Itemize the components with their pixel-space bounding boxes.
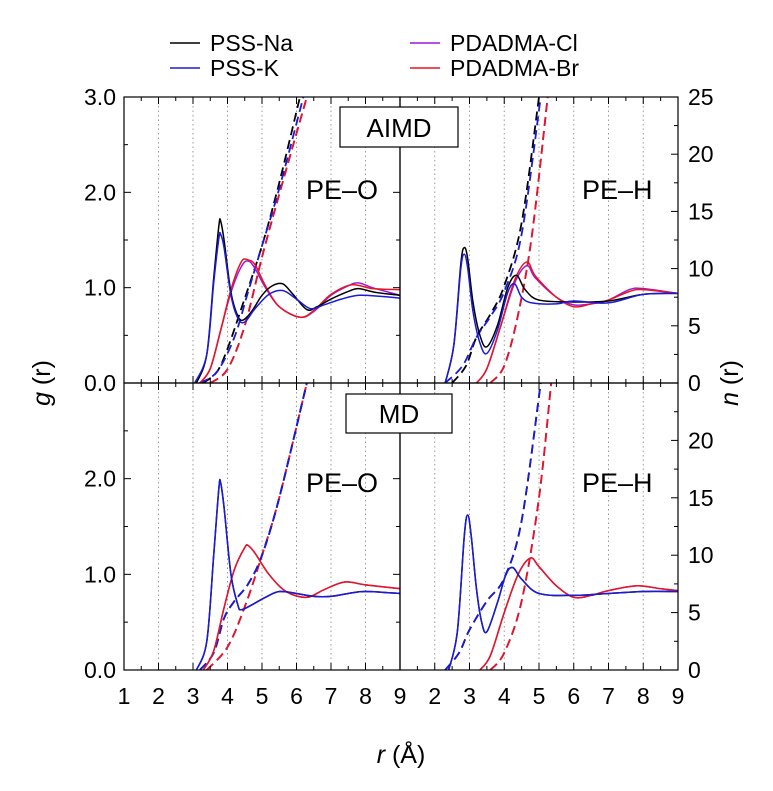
n-curve-pss-k [444,383,542,670]
g-curve-pdadma-br [479,557,678,670]
y-left-var: g [28,392,56,406]
n-curve-pdadma-br [206,383,308,670]
n-tick-label: 15 [688,485,714,511]
n-tick-label: 15 [688,198,714,224]
g-curve-pdadma-br [199,258,400,383]
panel-0-curves [194,97,400,383]
x-tick-label: 1 [118,683,131,709]
g-curve-pdadma-cl [199,260,400,383]
x-tick-label: 2 [428,683,441,709]
x-unit: (Å) [392,739,425,769]
n-curve-pss-k [199,383,308,670]
x-tick-label: 4 [498,683,511,709]
panel-2-curves [195,383,400,670]
n-curve-pss-k [444,97,542,383]
g-curve-pss-k [444,253,678,383]
n-curve-pss-na [444,383,542,670]
aimd-box [339,106,459,148]
x-tick-label: 4 [221,683,234,709]
g-curve-pdadma-br [202,543,400,670]
x-tick-label: 3 [463,683,476,709]
x-tick-label: 6 [567,683,580,709]
n-tick-label: 5 [688,600,701,626]
x-tick-label: 6 [290,683,303,709]
n-tick-label: 5 [688,313,701,339]
legend-label-pdadma-br: PDADMA-Br [450,55,579,81]
g-curve-pss-na [195,478,400,670]
n-tick-label: 0 [688,657,701,683]
x-axis-label: r (Å) [377,739,426,769]
x-tick-label: 7 [325,683,338,709]
g-curve-pss-na [447,514,678,670]
x-tick-label: 5 [533,683,546,709]
panel-3-curves [444,383,678,670]
g-tick-label: 3.0 [84,84,116,110]
n-curve-pdadma-br [489,383,553,670]
x-tick-label: 8 [637,683,650,709]
aimd-label: AIMD [367,113,432,143]
x-tick-label: 9 [672,683,685,709]
g-curve-pss-k [447,514,678,670]
x-tick-label: 8 [359,683,372,709]
y-axis-right-label: n (r) [716,360,744,406]
g-tick-label: 2.0 [84,466,116,492]
legend-label-pdadma-cl: PDADMA-Cl [450,30,578,56]
g-tick-label: 2.0 [84,179,116,205]
n-tick-label: 20 [688,427,714,453]
g-curve-pss-k [194,231,400,383]
x-tick-label: 7 [602,683,615,709]
g-curve-pdadma-br [475,261,678,383]
grid-lines [158,97,644,670]
panel-label-md-pe-h: PE–H [582,468,653,498]
legend: PSS-Na PSS-K PDADMA-Cl PDADMA-Br [170,30,579,81]
panel-label-aimd-pe-o: PE–O [306,175,378,205]
n-tick-label: 10 [688,542,714,568]
g-curve-pss-na [195,218,400,383]
panel-label-aimd-pe-h: PE–H [582,175,653,205]
n-tick-label: 0 [688,370,701,396]
y-axis-left-label: g (r) [28,360,56,406]
n-curve-pss-na [451,97,540,383]
n-tick-label: 25 [688,84,714,110]
panel-label-md-pe-o: PE–O [306,468,378,498]
x-var: r [377,741,387,769]
g-curve-pdadma-cl [479,557,678,670]
legend-label-pss-na: PSS-Na [210,30,293,56]
x-tick-label: 5 [256,683,269,709]
legend-label-pss-k: PSS-K [210,55,280,81]
n-curve-pss-k [199,97,305,383]
x-tick-label: 9 [394,683,407,709]
g-tick-label: 1.0 [84,275,116,301]
n-curve-pdadma-br [489,97,549,383]
g-tick-label: 0.0 [84,657,116,683]
curves [194,97,678,670]
y-right-unit: (r) [716,360,744,385]
panel-1-curves [444,97,678,383]
g-tick-label: 0.0 [84,370,116,396]
x-tick-label: 3 [187,683,200,709]
n-tick-label: 20 [688,141,714,167]
n-tick-label: 10 [688,256,714,282]
md-label: MD [379,399,419,429]
md-box [345,393,453,434]
n-curve-pdadma-br [209,97,308,383]
y-right-var: n [716,392,744,406]
g-curve-pdadma-cl [202,543,400,670]
g-tick-label: 1.0 [84,561,116,587]
x-tick-label: 2 [152,683,165,709]
y-left-unit: (r) [28,360,56,385]
g-curve-pss-k [195,478,400,670]
